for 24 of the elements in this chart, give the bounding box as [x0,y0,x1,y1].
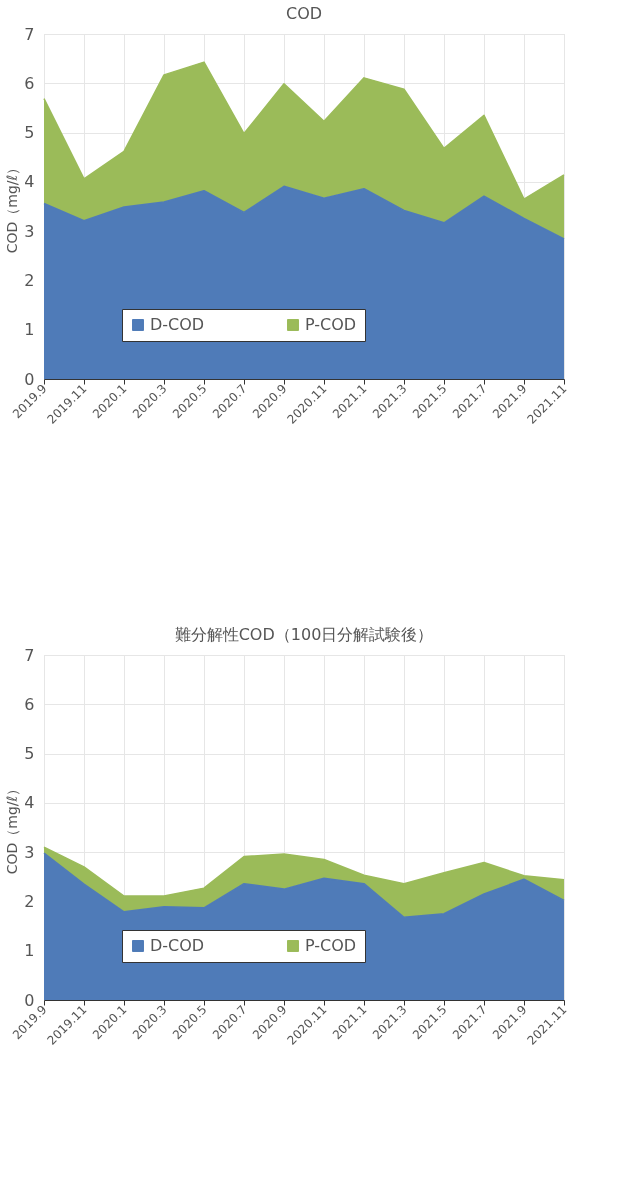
y-tick-label: 3 [24,221,35,241]
y-tick-label: 7 [24,24,35,44]
legend-label: P-COD [305,315,357,334]
y-tick-label: 1 [24,320,35,340]
y-axis-title: COD（mg/ℓ） [4,160,21,254]
y-tick-label: 5 [24,123,35,143]
chart-title: COD [285,4,323,23]
y-axis-title: COD（mg/ℓ） [4,781,21,875]
y-tick-label: 7 [24,645,35,665]
y-tick-label: 6 [24,73,35,93]
legend-label: D-COD [150,315,205,334]
y-tick-label: 0 [24,990,35,1010]
y-tick-label: 3 [24,842,35,862]
y-tick-label: 4 [24,172,35,192]
y-tick-label: 0 [24,369,35,389]
y-tick-label: 4 [24,793,35,813]
y-tick-label: 2 [24,891,35,911]
chart-title: 難分解性COD（100日分解試験後） [174,625,434,644]
legend-label: D-COD [150,936,205,955]
y-tick-label: 2 [24,270,35,290]
y-tick-label: 1 [24,941,35,961]
legend-label: P-COD [305,936,357,955]
y-tick-label: 6 [24,694,35,714]
y-tick-label: 5 [24,744,35,764]
